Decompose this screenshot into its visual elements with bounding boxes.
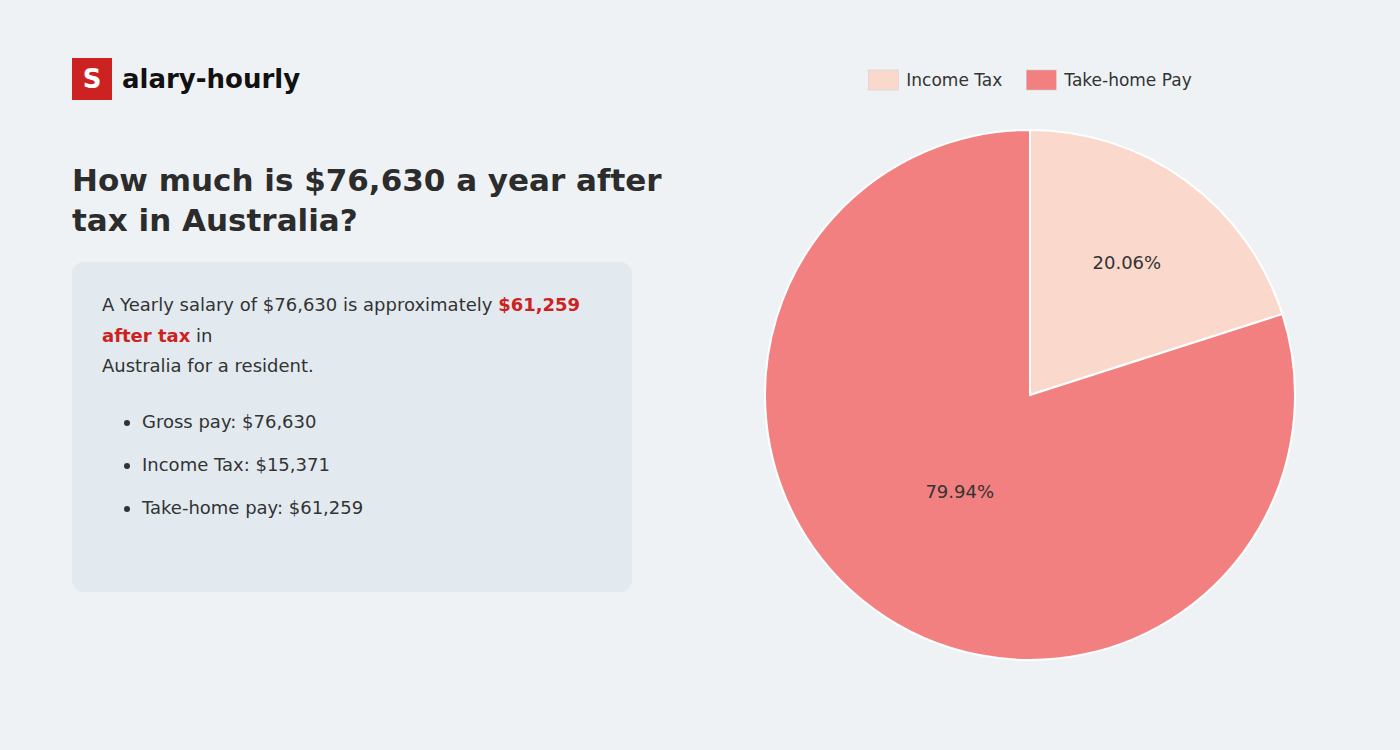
paragraph: A Yearly salary of $76,630 is approximat… — [102, 290, 602, 382]
title: How much is $76,630 a year after tax in … — [72, 160, 662, 241]
slices — [765, 130, 1295, 660]
info-box: A Yearly salary of $76,630 is approximat… — [72, 262, 632, 592]
legend-item: Take-home Pay — [1026, 70, 1191, 90]
legend-label: Take-home Pay — [1063, 70, 1191, 90]
legend-item: Income Tax — [868, 70, 1002, 90]
paragraph-text: in — [190, 325, 212, 346]
logo-mark: S — [72, 58, 112, 100]
legend-swatch — [868, 70, 898, 90]
slice — [765, 130, 1295, 660]
bullet: Take-home pay: $61,259 — [142, 486, 602, 529]
data-label: 20.06% — [1093, 252, 1162, 273]
legend: Income Tax Take-home Pay — [868, 70, 1191, 90]
data-label: 79.94% — [925, 481, 994, 502]
logo: Salary-hourly — [72, 58, 300, 100]
pie-chart: 20.06% 79.94% Income Tax Take-home Pay — [700, 0, 1380, 750]
bullet: Income Tax: $15,371 — [142, 443, 602, 486]
legend-label: Income Tax — [906, 70, 1002, 90]
text-panel: Salary-hourly How much is $76,630 a year … — [42, 0, 662, 750]
bullet-list: Gross pay: $76,630Income Tax: $15,371Tak… — [102, 400, 602, 530]
paragraph-text: A Yearly salary of $76,630 is approximat… — [102, 294, 498, 315]
logo-text: alary-hourly — [122, 64, 300, 94]
legend-swatch — [1026, 70, 1056, 90]
bullet: Gross pay: $76,630 — [142, 400, 602, 443]
paragraph-text: Australia for a resident. — [102, 355, 314, 376]
